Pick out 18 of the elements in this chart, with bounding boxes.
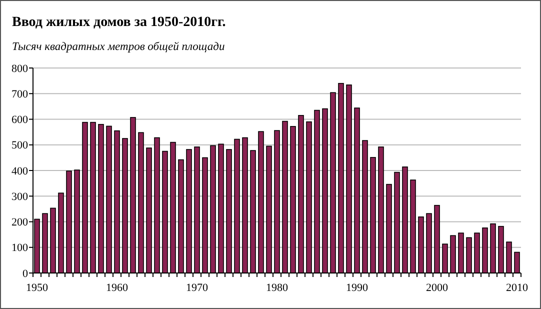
y-tick-label: 600	[12, 114, 28, 126]
y-tick-label: 300	[12, 190, 28, 203]
x-tick-label: 2000	[426, 282, 448, 294]
x-tick-label: 1980	[266, 282, 288, 294]
x-tick-label: 1970	[186, 282, 208, 294]
x-tick-label: 1950	[26, 282, 48, 294]
y-tick-label: 500	[12, 140, 28, 152]
x-tick-label: 1990	[346, 282, 368, 294]
chart-title: Ввод жилых домов за 1950-2010гг.	[12, 15, 226, 30]
y-tick-label: 0	[22, 268, 28, 280]
y-tick-label: 200	[12, 216, 28, 229]
x-tick-label: 1960	[106, 282, 128, 294]
y-tick-label: 800	[12, 62, 28, 75]
y-tick-label: 400	[12, 165, 28, 178]
y-tick-label: 700	[12, 88, 28, 100]
x-tick-label: 2010	[506, 282, 528, 294]
chart-subtitle: Тысяч квадратных метров общей площади	[12, 41, 225, 53]
y-tick-label: 100	[12, 242, 28, 254]
